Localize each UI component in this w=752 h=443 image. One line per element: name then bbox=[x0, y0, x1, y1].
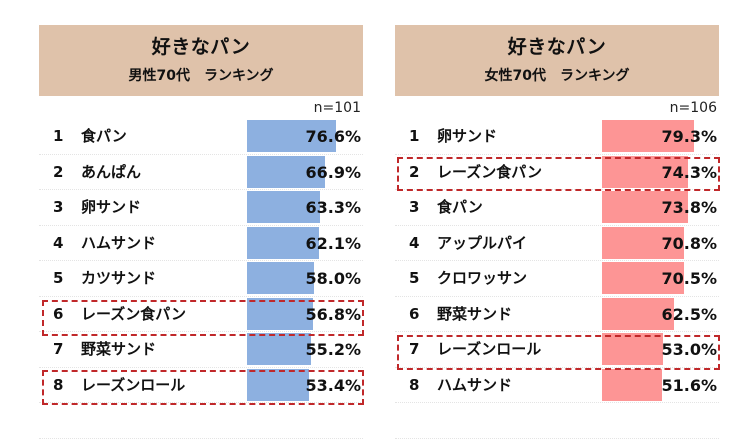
ranking-row: 4 ハムサンド 62.1% bbox=[39, 226, 363, 261]
ranking-row: 5 カツサンド 58.0% bbox=[39, 261, 363, 297]
bread-name: 卵サンド bbox=[81, 198, 142, 216]
bread-name: 食パン bbox=[81, 127, 127, 145]
ranking-row: 4 アップルパイ 70.8% bbox=[395, 226, 719, 261]
ranking-row: 2 あんぱん 66.9% bbox=[39, 155, 363, 190]
rank-number: 3 bbox=[53, 198, 64, 216]
ranking-row: 7 レーズンロール 53.0% bbox=[395, 332, 719, 368]
bread-name: 野菜サンド bbox=[81, 340, 157, 358]
value-label: 62.1% bbox=[305, 233, 361, 253]
rank-number: 4 bbox=[409, 233, 420, 252]
rank-number: 5 bbox=[409, 269, 420, 287]
ranking-row: 8 ハムサンド 51.6% bbox=[395, 368, 719, 403]
bread-name: 野菜サンド bbox=[437, 304, 513, 323]
value-bar bbox=[602, 333, 663, 365]
ranking-row: 5 クロワッサン 70.5% bbox=[395, 261, 719, 297]
value-label: 73.8% bbox=[661, 198, 717, 217]
value-bar bbox=[247, 226, 319, 259]
rank-number: 1 bbox=[409, 127, 420, 145]
bread-name: あんぱん bbox=[81, 162, 142, 181]
value-label: 70.5% bbox=[661, 269, 717, 288]
bread-name: クロワッサン bbox=[437, 269, 528, 287]
bread-name: 食パン bbox=[437, 198, 483, 216]
rank-number: 7 bbox=[409, 340, 420, 358]
rank-number: 5 bbox=[53, 269, 64, 287]
rank-number: 4 bbox=[53, 233, 64, 252]
panel-subtitle: 男性70代 ランキング bbox=[128, 68, 274, 84]
ranking-row: 3 卵サンド 63.3% bbox=[39, 190, 363, 226]
value-label: 63.3% bbox=[305, 198, 361, 217]
value-label: 58.0% bbox=[305, 269, 361, 288]
ranking-row: 1 卵サンド 79.3% bbox=[395, 119, 719, 155]
ranking-list: 1 卵サンド 79.3% 2 レーズン食パン 74.3% 3 食パン 73.8% 4 アップル… bbox=[395, 119, 719, 403]
bread-name: レーズン食パン bbox=[437, 162, 543, 181]
bread-name: ハムサンド bbox=[81, 233, 157, 252]
value-bar bbox=[247, 120, 336, 152]
value-bar bbox=[247, 333, 311, 365]
rank-number: 7 bbox=[53, 340, 64, 358]
female-70s-ranking-panel: 好きなパン 女性70代 ランキング n=106 1 卵サンド 79.3% 2 レーズン… bbox=[395, 25, 719, 403]
panel-title: 好きなパン bbox=[507, 36, 607, 58]
bottom-divider-left bbox=[39, 438, 363, 439]
bread-name: レーズン食パン bbox=[81, 304, 187, 323]
value-label: 53.4% bbox=[305, 375, 361, 395]
value-bar bbox=[247, 191, 320, 223]
bread-name: レーズンロール bbox=[437, 340, 542, 358]
bread-name: レーズンロール bbox=[81, 375, 186, 394]
value-bar bbox=[247, 368, 309, 401]
panel-header: 好きなパン 男性70代 ランキング bbox=[39, 25, 363, 96]
bread-name: 卵サンド bbox=[437, 127, 498, 145]
value-bar bbox=[602, 155, 688, 188]
value-bar bbox=[602, 262, 684, 294]
bread-name: アップルパイ bbox=[437, 233, 528, 252]
value-label: 70.8% bbox=[661, 233, 717, 253]
male-70s-ranking-panel: 好きなパン 男性70代 ランキング n=101 1 食パン 76.6% 2 あんぱん 6… bbox=[39, 25, 363, 403]
ranking-row: 6 レーズン食パン 56.8% bbox=[39, 297, 363, 332]
rank-number: 6 bbox=[53, 304, 64, 323]
rank-number: 8 bbox=[409, 375, 420, 394]
rank-number: 2 bbox=[53, 162, 64, 181]
ranking-row: 6 野菜サンド 62.5% bbox=[395, 297, 719, 332]
panel-header: 好きなパン 女性70代 ランキング bbox=[395, 25, 719, 96]
value-label: 56.8% bbox=[305, 304, 361, 324]
ranking-row: 7 野菜サンド 55.2% bbox=[39, 332, 363, 368]
rank-number: 3 bbox=[409, 198, 420, 216]
bread-name: ハムサンド bbox=[437, 375, 513, 394]
value-label: 51.6% bbox=[661, 375, 717, 395]
value-bar bbox=[602, 297, 674, 330]
bottom-divider-right bbox=[395, 438, 719, 439]
panel-subtitle: 女性70代 ランキング bbox=[484, 68, 630, 84]
bread-name: カツサンド bbox=[81, 269, 157, 287]
value-label: 62.5% bbox=[661, 304, 717, 324]
ranking-row: 3 食パン 73.8% bbox=[395, 190, 719, 226]
ranking-row: 8 レーズンロール 53.4% bbox=[39, 368, 363, 403]
ranking-list: 1 食パン 76.6% 2 あんぱん 66.9% 3 卵サンド 63.3% 4 ハムサンド 62… bbox=[39, 119, 363, 403]
ranking-row: 2 レーズン食パン 74.3% bbox=[395, 155, 719, 190]
rank-number: 8 bbox=[53, 375, 64, 394]
value-bar bbox=[602, 120, 694, 152]
sample-size-label: n=106 bbox=[669, 100, 717, 116]
panel-title: 好きなパン bbox=[151, 36, 251, 58]
value-label: 53.0% bbox=[661, 340, 717, 359]
value-bar bbox=[247, 297, 313, 330]
value-bar bbox=[247, 155, 325, 188]
value-label: 55.2% bbox=[305, 340, 361, 359]
value-bar bbox=[602, 368, 662, 401]
value-label: 74.3% bbox=[661, 162, 717, 182]
value-bar bbox=[602, 191, 688, 223]
rank-number: 1 bbox=[53, 127, 64, 145]
ranking-row: 1 食パン 76.6% bbox=[39, 119, 363, 155]
rank-number: 6 bbox=[409, 304, 420, 323]
value-bar bbox=[247, 262, 314, 294]
value-label: 76.6% bbox=[305, 127, 361, 146]
sample-size-label: n=101 bbox=[313, 100, 361, 116]
value-label: 79.3% bbox=[661, 127, 717, 146]
value-bar bbox=[602, 226, 684, 259]
rank-number: 2 bbox=[409, 162, 420, 181]
value-label: 66.9% bbox=[305, 162, 361, 182]
